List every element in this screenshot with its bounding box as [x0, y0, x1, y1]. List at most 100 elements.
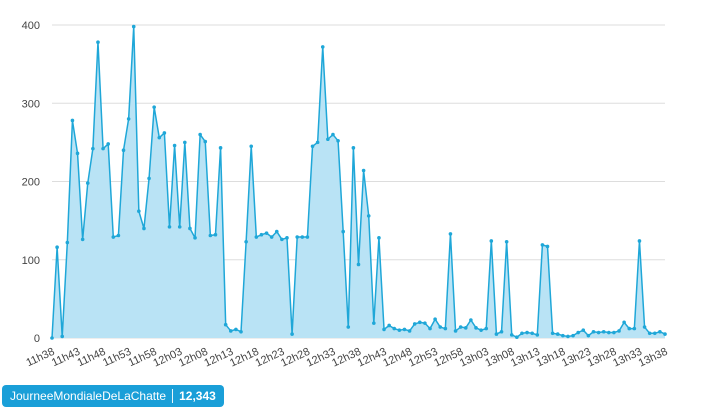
- data-point[interactable]: [397, 328, 402, 332]
- data-point[interactable]: [331, 132, 335, 137]
- data-point[interactable]: [75, 151, 80, 156]
- data-point[interactable]: [213, 232, 218, 237]
- data-point[interactable]: [280, 237, 284, 242]
- data-point[interactable]: [50, 336, 54, 340]
- data-point[interactable]: [652, 331, 657, 336]
- data-point[interactable]: [591, 329, 596, 334]
- data-point[interactable]: [193, 236, 197, 240]
- data-point[interactable]: [157, 135, 162, 140]
- data-point[interactable]: [515, 335, 519, 340]
- hashtag-badge[interactable]: JourneeMondialeDeLaChatte 12,343: [2, 385, 224, 407]
- data-point[interactable]: [295, 235, 300, 239]
- data-point[interactable]: [469, 318, 473, 322]
- data-point[interactable]: [509, 333, 514, 337]
- data-point[interactable]: [223, 322, 228, 327]
- data-point[interactable]: [637, 239, 642, 243]
- data-point[interactable]: [484, 326, 489, 331]
- data-point[interactable]: [576, 330, 580, 335]
- data-point[interactable]: [137, 209, 141, 214]
- data-point[interactable]: [106, 142, 110, 146]
- data-point[interactable]: [300, 235, 305, 239]
- data-point[interactable]: [555, 332, 560, 336]
- data-point[interactable]: [540, 243, 545, 247]
- data-point[interactable]: [244, 239, 248, 244]
- data-point[interactable]: [172, 143, 177, 148]
- data-point[interactable]: [622, 320, 626, 325]
- data-point[interactable]: [274, 229, 279, 234]
- data-point[interactable]: [305, 235, 310, 239]
- data-point[interactable]: [285, 236, 289, 240]
- data-point[interactable]: [116, 233, 121, 238]
- data-point[interactable]: [188, 226, 192, 231]
- data-point[interactable]: [525, 330, 529, 335]
- data-point[interactable]: [126, 117, 131, 121]
- data-point[interactable]: [545, 244, 550, 249]
- data-point[interactable]: [647, 331, 652, 336]
- data-point[interactable]: [249, 144, 254, 149]
- data-point[interactable]: [550, 331, 555, 336]
- data-point[interactable]: [85, 181, 90, 185]
- data-point[interactable]: [617, 329, 621, 333]
- data-point[interactable]: [663, 332, 667, 336]
- data-point[interactable]: [326, 137, 330, 142]
- data-point[interactable]: [372, 321, 376, 325]
- data-point[interactable]: [453, 329, 458, 333]
- data-point[interactable]: [310, 144, 315, 149]
- data-point[interactable]: [366, 214, 371, 218]
- data-point[interactable]: [463, 326, 468, 330]
- data-point[interactable]: [443, 326, 448, 331]
- data-point[interactable]: [147, 176, 151, 181]
- data-point[interactable]: [561, 333, 565, 338]
- data-point[interactable]: [530, 331, 534, 336]
- data-point[interactable]: [387, 323, 391, 328]
- data-point[interactable]: [428, 326, 432, 331]
- data-point[interactable]: [183, 140, 187, 145]
- data-point[interactable]: [121, 148, 126, 152]
- data-point[interactable]: [402, 327, 407, 332]
- data-point[interactable]: [448, 232, 453, 236]
- data-point[interactable]: [382, 327, 386, 332]
- data-point[interactable]: [458, 325, 463, 329]
- data-point[interactable]: [336, 139, 340, 143]
- data-point[interactable]: [131, 24, 136, 29]
- data-point[interactable]: [315, 140, 320, 145]
- data-point[interactable]: [377, 236, 381, 240]
- data-point[interactable]: [356, 262, 361, 267]
- data-point[interactable]: [596, 330, 601, 335]
- data-point[interactable]: [489, 239, 494, 243]
- data-point[interactable]: [361, 168, 366, 173]
- data-point[interactable]: [571, 333, 575, 338]
- data-point[interactable]: [627, 326, 632, 331]
- data-point[interactable]: [259, 232, 264, 237]
- data-point[interactable]: [111, 235, 116, 239]
- data-point[interactable]: [239, 329, 243, 334]
- data-point[interactable]: [177, 225, 182, 229]
- data-point[interactable]: [407, 329, 412, 333]
- data-point[interactable]: [208, 233, 213, 238]
- data-point[interactable]: [341, 229, 345, 234]
- data-point[interactable]: [642, 325, 647, 329]
- data-point[interactable]: [418, 320, 422, 325]
- data-point[interactable]: [80, 237, 85, 242]
- data-point[interactable]: [65, 240, 70, 245]
- data-point[interactable]: [228, 329, 233, 333]
- data-point[interactable]: [658, 329, 662, 334]
- data-point[interactable]: [351, 146, 356, 150]
- data-point[interactable]: [290, 332, 294, 336]
- data-point[interactable]: [91, 146, 95, 151]
- data-point[interactable]: [162, 131, 167, 135]
- data-point[interactable]: [198, 132, 202, 137]
- data-point[interactable]: [392, 326, 397, 331]
- data-point[interactable]: [423, 321, 427, 325]
- data-point[interactable]: [167, 225, 172, 229]
- data-point[interactable]: [520, 331, 524, 336]
- data-point[interactable]: [70, 118, 75, 123]
- data-point[interactable]: [581, 328, 586, 332]
- data-point[interactable]: [254, 235, 259, 239]
- data-point[interactable]: [632, 326, 637, 331]
- data-point[interactable]: [203, 139, 208, 144]
- data-point[interactable]: [433, 317, 437, 322]
- data-point[interactable]: [320, 45, 325, 49]
- data-point[interactable]: [55, 245, 59, 250]
- data-point[interactable]: [234, 327, 238, 332]
